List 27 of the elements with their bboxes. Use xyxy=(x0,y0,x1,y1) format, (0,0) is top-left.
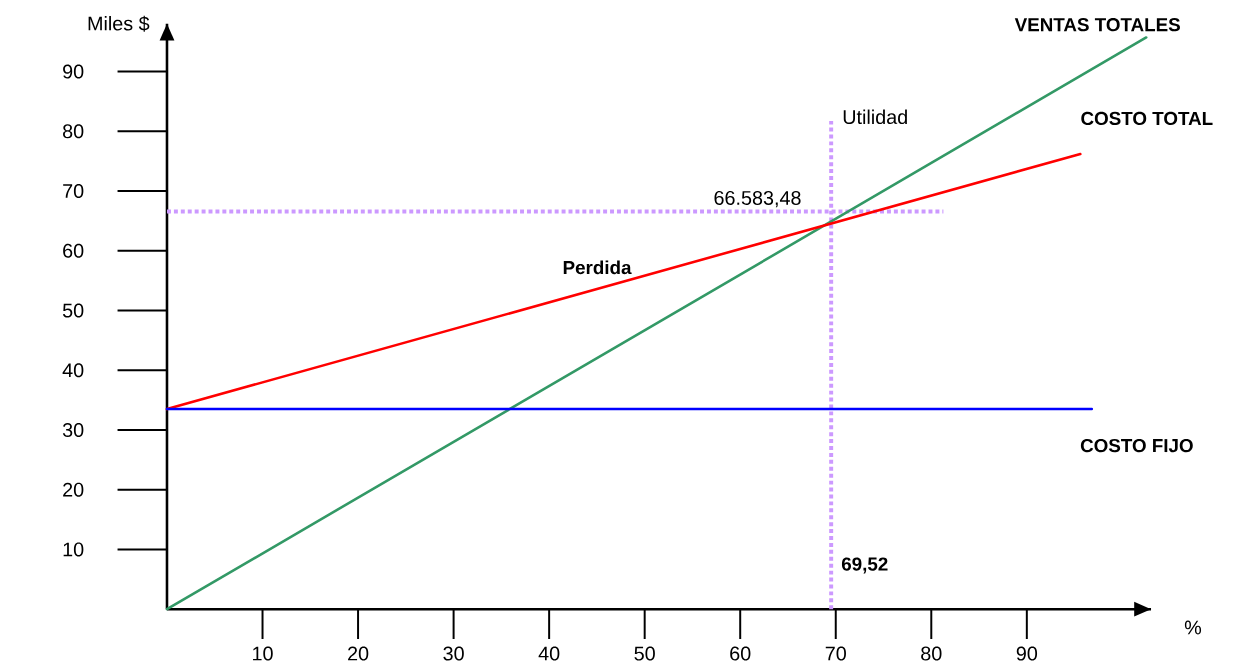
annotation: Perdida xyxy=(563,260,632,275)
y-axis-title: Miles $ xyxy=(88,15,150,32)
y-tick-label: 90 xyxy=(63,64,84,79)
ref-line-label: 69,52 xyxy=(841,557,888,574)
y-tick-label: 70 xyxy=(63,184,84,199)
series-label: COSTO FIJO xyxy=(1080,439,1193,453)
y-tick-label: 40 xyxy=(62,363,84,378)
annotation: Utilidad xyxy=(843,109,907,125)
x-tick-label: 40 xyxy=(538,646,560,661)
ref-line-label: 66.583,48 xyxy=(714,191,801,208)
x-tick-label: 80 xyxy=(921,646,942,661)
x-tick-label: 70 xyxy=(825,646,846,661)
y-tick-label: 50 xyxy=(62,303,84,318)
x-tick-label: 10 xyxy=(253,646,273,661)
series-label: VENTAS TOTALES xyxy=(1014,18,1180,32)
y-tick-label: 10 xyxy=(63,542,84,557)
x-tick-label: 30 xyxy=(443,646,464,661)
series-label: COSTO TOTAL xyxy=(1081,111,1213,126)
y-tick-label: 60 xyxy=(63,243,84,258)
x-tick-label: 60 xyxy=(730,646,751,661)
y-tick-label: 80 xyxy=(63,124,84,139)
x-tick-label: 20 xyxy=(348,646,369,661)
x-axis-title: % xyxy=(1184,620,1202,635)
y-tick-label: 30 xyxy=(62,423,84,438)
y-tick-label: 20 xyxy=(63,482,84,497)
x-tick-label: 90 xyxy=(1016,646,1038,661)
x-tick-label: 50 xyxy=(634,646,655,661)
